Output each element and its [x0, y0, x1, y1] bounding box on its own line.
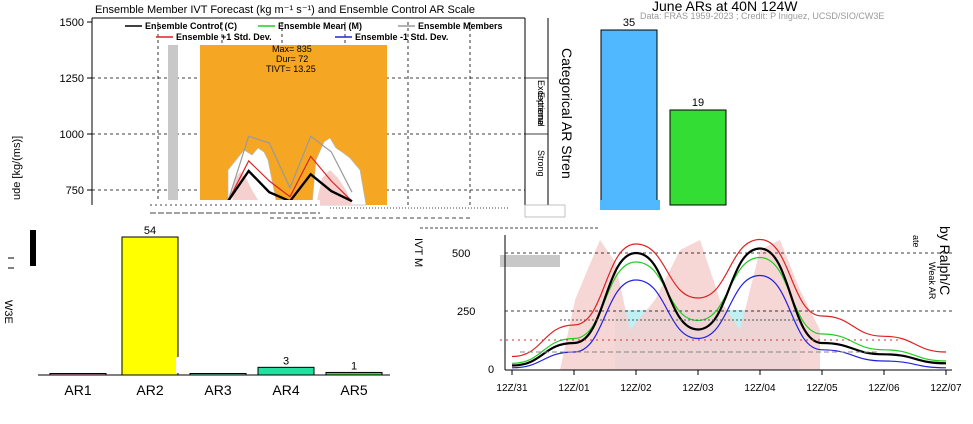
scale-label-extreme: Extreme [536, 92, 546, 126]
ts-y-axis-label: IVT M [412, 238, 424, 267]
ts-x-ticks: 12Z/31 12Z/01 12Z/02 12Z/03 12Z/04 12Z/05 12Z/… [496, 370, 962, 394]
upper-fragment-bar-label: 19 [692, 97, 704, 109]
ar-bar-ar1 [49, 373, 107, 376]
ar-bar-value-label: 1 [351, 360, 357, 372]
ar-category-label: AR4 [272, 382, 299, 398]
annotation-max: Max= 835 [272, 44, 312, 54]
ivt-forecast-panel: Ensemble Member IVT Forecast (kg m⁻¹ s⁻¹… [11, 4, 549, 206]
scale-label-exceptional: Exceptional [536, 80, 546, 127]
june-ars-title: June ARs at 40N 124W [652, 0, 798, 14]
ivt-ytick-label: 1250 [60, 73, 84, 85]
ivt-ytick-label: 750 [66, 185, 84, 197]
categorical-ar-strength-label: Categorical AR Stren [559, 48, 575, 179]
plus-std-fill-1 [232, 172, 262, 205]
upper-fragment-bars: 35 19 [600, 17, 727, 206]
scale-label-strong: Strong [536, 150, 546, 177]
ivt-timeseries-panel: 500 250 0 IVT M 12Z/31 12Z/01 12Z/02 12Z/03… [410, 225, 973, 394]
ts-xtick-label: 12Z/03 [682, 383, 714, 394]
ar-bars-group: AR1 54 AR2 AR3 3 AR4 1 AR5 [49, 225, 383, 398]
ts-xtick-label: 12Z/01 [558, 383, 590, 394]
upper-fragment-bar [669, 109, 727, 206]
legend-entry-control: Ensemble Control (C) [145, 21, 237, 31]
ts-ytick-label: 500 [452, 248, 470, 260]
june-ars-panel: June ARs at 40N 124W Data: FRAS 1959-202… [559, 0, 884, 206]
ts-xtick-label: 12Z/04 [744, 383, 776, 394]
ts-xtick-label: 12Z/06 [868, 383, 900, 394]
right-fragment-credit: by Ralph/C [937, 226, 953, 295]
ar-bar-ar4 [257, 366, 315, 376]
legend-entry-minus-std: Ensemble -1 Std. Dev. [355, 32, 448, 42]
ar-bar-ar2 [121, 236, 179, 376]
ts-xtick-label: 12Z/05 [806, 383, 838, 394]
ts-series-line [511, 274, 947, 369]
ivt-legend: Ensemble Control (C) Ensemble Mean (M) E… [125, 21, 503, 42]
legend-entry-members: Ensemble Members [418, 21, 503, 31]
annotation-dur: Dur= 72 [276, 54, 308, 64]
ar-bar-value-label: 54 [144, 225, 156, 237]
upper-fragment-bar-label: 35 [623, 17, 635, 29]
ar-bar-value-label: 3 [283, 355, 289, 367]
ivt-series-line [227, 135, 353, 202]
ar-category-bar-chart: W3E AR1 54 AR2 AR3 3 AR4 1 AR5 [2, 225, 390, 398]
ts-series-line [511, 247, 947, 367]
ts-ytick-label: 250 [457, 306, 475, 318]
timeseries-grid [505, 252, 952, 312]
ts-series-line [511, 256, 947, 364]
annotation-tivt: TIVT= 13.25 [266, 64, 316, 74]
left-credit-fragment: W3E [2, 300, 14, 324]
ivt-series-line [227, 155, 353, 202]
ivt-y-ticks: 1500 1250 1000 750 [60, 17, 92, 197]
grey-duration-bar [168, 45, 178, 205]
right-fragment-ate: ate [911, 235, 921, 248]
ts-ytick-label: 0 [488, 364, 494, 376]
render-artifacts [30, 200, 900, 353]
ivt-y-axis-label: ude [kg/(ms)] [11, 136, 23, 200]
ar-category-label: AR2 [136, 382, 163, 398]
grey-duration-bar-2 [500, 255, 560, 267]
ivt-chart-title: Ensemble Member IVT Forecast (kg m⁻¹ s⁻¹… [95, 4, 475, 16]
legend-entry-mean: Ensemble Mean (M) [278, 21, 362, 31]
ts-series-group [511, 238, 947, 369]
ts-series-line [511, 238, 947, 358]
ts-xtick-label: 12Z/02 [620, 383, 652, 394]
plus-std-fill-3 [560, 240, 820, 370]
bar-notch [176, 357, 186, 373]
ar-category-label: AR3 [204, 382, 231, 398]
ar-category-label: AR5 [340, 382, 367, 398]
ivt-ytick-label: 1500 [60, 17, 84, 29]
right-fragment-weak-ar: Weak AR [927, 262, 937, 300]
legend-entry-plus-std: Ensemble +1 Std. Dev. [176, 32, 272, 42]
ts-xtick-label: 12Z/31 [496, 383, 528, 394]
june-ars-credit: Data: FRAS 1959-2023 ; Credit: P Iniguez… [640, 11, 884, 21]
ar-bar-ar5 [325, 371, 383, 376]
ts-xtick-label: 12Z/07 [930, 383, 962, 394]
ar-category-label: AR1 [64, 382, 91, 398]
ar-bar-ar3 [189, 373, 247, 376]
ivt-ytick-label: 1000 [60, 129, 84, 141]
upper-fragment-bar [600, 29, 658, 206]
